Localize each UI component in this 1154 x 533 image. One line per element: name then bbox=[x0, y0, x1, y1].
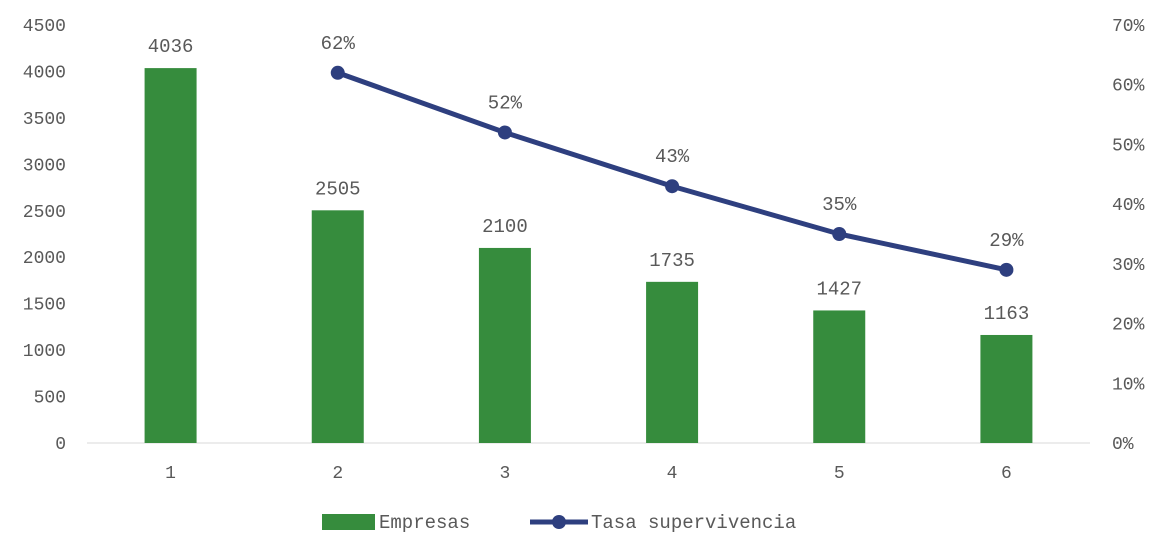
left-y-tick-label: 1000 bbox=[23, 342, 66, 362]
right-y-axis: 0% 10% 20% 30% 40% 50% 60% 70% bbox=[1112, 17, 1145, 455]
right-y-tick-label: 40% bbox=[1112, 196, 1145, 216]
left-y-tick-label: 0 bbox=[55, 435, 66, 455]
line-data-label: 52% bbox=[488, 92, 523, 114]
x-tick-label: 4 bbox=[667, 464, 678, 484]
line-point bbox=[665, 179, 680, 194]
left-y-tick-label: 2500 bbox=[23, 203, 66, 223]
bar-data-label: 1735 bbox=[649, 250, 695, 272]
x-tick-label: 2 bbox=[332, 464, 343, 484]
line-point bbox=[832, 227, 847, 241]
legend-label-tasa-supervivencia: Tasa supervivencia bbox=[591, 512, 796, 533]
legend: Empresas Tasa supervivencia bbox=[322, 512, 796, 533]
bar bbox=[478, 247, 531, 443]
left-y-tick-label: 3000 bbox=[23, 156, 66, 176]
line-point bbox=[330, 65, 345, 80]
right-y-tick-label: 30% bbox=[1112, 256, 1145, 276]
bar bbox=[813, 310, 866, 443]
x-tick-label: 1 bbox=[165, 464, 176, 484]
line-data-label: 62% bbox=[321, 33, 356, 55]
x-axis: 1 2 3 4 5 6 bbox=[87, 442, 1090, 484]
bar-data-label: 2505 bbox=[315, 178, 361, 200]
legend-marker-tasa-supervivencia bbox=[552, 515, 566, 529]
left-y-tick-label: 4000 bbox=[23, 63, 66, 83]
left-y-tick-label: 500 bbox=[34, 389, 66, 409]
line-point bbox=[497, 125, 512, 140]
bar-data-label: 2100 bbox=[482, 216, 528, 238]
left-y-tick-label: 3500 bbox=[23, 110, 66, 130]
line-data-label: 35% bbox=[822, 194, 857, 216]
x-tick-label: 5 bbox=[834, 464, 845, 484]
line-data-label: 43% bbox=[655, 146, 690, 168]
legend-swatch-empresas bbox=[322, 514, 375, 530]
line-series-tasa-supervivencia: 62% 52% 43% 35% 29% bbox=[321, 33, 1024, 277]
left-y-axis: 0 500 1000 1500 2000 2500 3000 3500 4000 4500 bbox=[23, 17, 66, 455]
bar bbox=[311, 210, 364, 443]
bar-series-empresas: 4036 2505 2100 1735 1427 1163 bbox=[144, 36, 1033, 444]
right-y-tick-label: 0% bbox=[1112, 435, 1134, 455]
line-path bbox=[336, 70, 1007, 273]
x-tick-label: 6 bbox=[1001, 464, 1012, 484]
left-y-tick-label: 1500 bbox=[23, 296, 66, 316]
bar-data-label: 1427 bbox=[816, 278, 862, 300]
line-point bbox=[999, 262, 1014, 277]
right-y-tick-label: 60% bbox=[1112, 77, 1145, 97]
right-y-tick-label: 20% bbox=[1112, 316, 1145, 336]
right-y-tick-label: 50% bbox=[1112, 136, 1145, 156]
line-data-label: 29% bbox=[989, 230, 1024, 252]
right-y-tick-label: 70% bbox=[1112, 17, 1145, 37]
left-y-tick-label: 4500 bbox=[23, 17, 66, 37]
bar bbox=[980, 334, 1033, 443]
left-y-tick-label: 2000 bbox=[23, 249, 66, 269]
bar-data-label: 4036 bbox=[148, 36, 194, 58]
bar bbox=[144, 68, 197, 444]
bar bbox=[646, 281, 699, 443]
bar-data-label: 1163 bbox=[984, 303, 1030, 325]
x-tick-label: 3 bbox=[500, 464, 511, 484]
legend-label-empresas: Empresas bbox=[379, 512, 470, 533]
right-y-tick-label: 10% bbox=[1112, 375, 1145, 395]
